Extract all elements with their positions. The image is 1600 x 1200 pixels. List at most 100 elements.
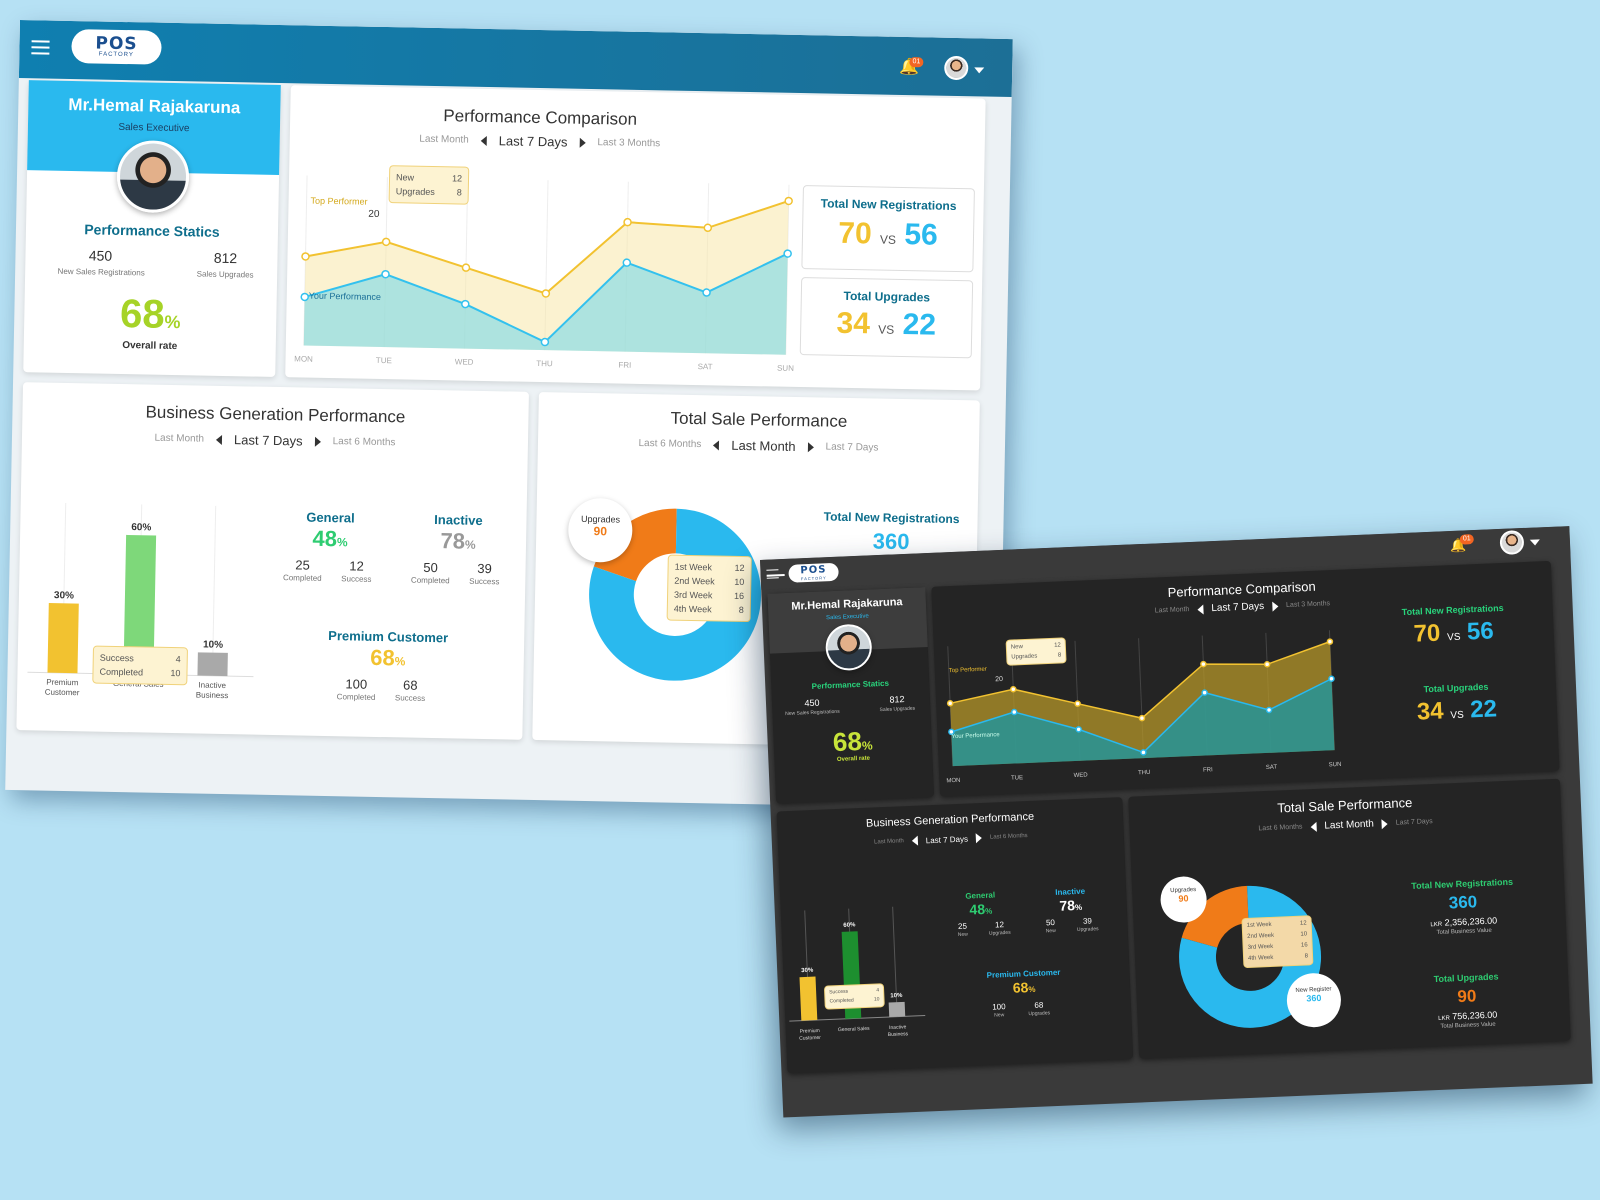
next-arrow-icon[interactable]	[975, 832, 983, 844]
data-point	[540, 337, 550, 347]
premium-pct: 68%	[338, 644, 438, 672]
upgrades-value: 812	[213, 249, 238, 267]
profile-photo	[116, 139, 190, 214]
prev-arrow-icon[interactable]	[713, 439, 720, 451]
next-arrow-icon[interactable]	[1381, 818, 1389, 829]
data-point	[541, 289, 551, 298]
data-point	[1328, 675, 1335, 682]
grid-line	[211, 505, 217, 676]
period-active[interactable]: Last Month	[731, 437, 796, 454]
period-next[interactable]: Last 7 Days	[825, 441, 879, 454]
bar-value-label: 60%	[843, 922, 856, 929]
bar-category-label: Premium	[800, 1028, 820, 1035]
general-b: 12	[994, 920, 1005, 930]
total-reg-title: Total New Registrations	[820, 196, 957, 214]
up-vs: VS	[878, 322, 895, 337]
inactive-pct: 78%	[1040, 896, 1101, 914]
new-reg-value: 450	[804, 697, 820, 709]
premium-pct-value: 68	[1012, 979, 1029, 996]
x-tick-label: SUN	[1329, 762, 1342, 769]
bell-icon[interactable]: 🔔 01	[1450, 534, 1474, 555]
up-a: 34	[836, 306, 871, 341]
next-arrow-icon[interactable]	[314, 436, 321, 447]
prev-arrow-icon[interactable]	[1310, 821, 1317, 832]
upgrades-value: 812	[889, 694, 905, 705]
inactive-b-label: Upgrades	[1076, 926, 1099, 934]
period-active[interactable]: Last 7 Days	[1211, 600, 1265, 615]
menu-icon[interactable]	[31, 40, 50, 55]
bar	[197, 652, 228, 677]
pct-unit: %	[464, 537, 476, 552]
next-arrow-icon[interactable]	[1271, 600, 1279, 612]
inactive-a: 50	[423, 559, 438, 576]
chevron-down-icon[interactable]	[974, 67, 985, 74]
data-point	[1075, 726, 1082, 733]
pos-logo[interactable]: POS FACTORY	[71, 28, 162, 65]
period-active[interactable]: Last Month	[1324, 818, 1375, 832]
general-b: 12	[349, 558, 364, 574]
period-next[interactable]: Last 3 Months	[1285, 600, 1331, 610]
general-title: General	[306, 509, 355, 526]
point-label: 20	[368, 208, 380, 220]
data-point	[1201, 689, 1208, 696]
inactive-b-label: Success	[469, 576, 500, 587]
period-prev[interactable]: Last Month	[154, 432, 205, 445]
bell-icon[interactable]: 🔔 01	[899, 57, 924, 77]
tooltip-up-value: 8	[1057, 652, 1062, 659]
reg-a: 70	[1413, 619, 1441, 648]
general-pct-value: 48	[969, 900, 986, 918]
bubble-up-value: 90	[1178, 893, 1189, 904]
period-prev[interactable]: Last 6 Months	[638, 437, 702, 451]
general-pct: 48%	[951, 900, 1012, 918]
prev-arrow-icon[interactable]	[215, 434, 223, 445]
up-a: 34	[1416, 697, 1445, 726]
period-next[interactable]: Last 7 Days	[1395, 818, 1433, 827]
inactive-b: 39	[1082, 916, 1093, 926]
period-prev[interactable]: Last Month	[873, 838, 904, 846]
next-arrow-icon[interactable]	[807, 441, 814, 452]
pos-logo[interactable]: POS FACTORY	[788, 562, 839, 583]
menu-icon[interactable]	[766, 569, 779, 579]
inactive-a-label: New	[1045, 927, 1056, 935]
period-active[interactable]: Last 7 Days	[233, 432, 303, 449]
chevron-down-icon[interactable]	[1529, 539, 1541, 546]
period-active[interactable]: Last 7 Days	[925, 834, 969, 845]
week-label: 2nd Week	[674, 575, 715, 587]
period-prev[interactable]: Last Month	[419, 133, 469, 146]
period-next[interactable]: Last 6 Months	[989, 833, 1028, 841]
currency: LKR	[1430, 921, 1443, 929]
data-point	[1138, 714, 1146, 722]
tooltip-c-label: Completed	[99, 666, 144, 678]
period-next[interactable]: Last 6 Months	[332, 436, 396, 449]
notification-badge: 01	[1459, 534, 1474, 545]
new-reg-value: 450	[88, 247, 113, 264]
premium-b-label: Upgrades	[1028, 1010, 1051, 1018]
period-next[interactable]: Last 3 Months	[597, 137, 661, 150]
business-period: Last Month Last 7 Days Last 6 Months	[22, 428, 528, 453]
x-tick-label: TUE	[376, 356, 392, 365]
next-arrow-icon[interactable]	[579, 137, 586, 148]
premium-b-label: Success	[394, 693, 426, 703]
currency: LKR	[1438, 1015, 1450, 1023]
premium-a-label: Completed	[336, 692, 376, 702]
prev-arrow-icon[interactable]	[911, 835, 918, 846]
x-tick-label: MON	[946, 778, 960, 785]
new-reg-label: New Sales Registrations	[785, 708, 840, 718]
week-row: 1st Week 12	[674, 560, 745, 575]
period-active[interactable]: Last 7 Days	[498, 133, 568, 150]
total-reg-values: 70 VS 56	[803, 216, 974, 253]
pie-slice	[593, 508, 677, 582]
week-row: 3rd Week 16	[674, 588, 744, 603]
x-tick-label: SUN	[777, 364, 794, 373]
prev-arrow-icon[interactable]	[1197, 603, 1204, 615]
prev-arrow-icon[interactable]	[480, 135, 487, 146]
sale-title: Total Sale Performance	[670, 408, 848, 431]
user-avatar[interactable]	[944, 55, 969, 81]
general-b-label: Success	[341, 574, 372, 584]
general-a-label: New	[957, 931, 968, 939]
period-prev[interactable]: Last 6 Months	[1258, 823, 1303, 833]
pct-unit: %	[984, 906, 993, 916]
period-prev[interactable]: Last Month	[1154, 606, 1190, 615]
x-tick-label: THU	[1138, 770, 1151, 777]
business-title: Business Generation Performance	[145, 402, 406, 427]
